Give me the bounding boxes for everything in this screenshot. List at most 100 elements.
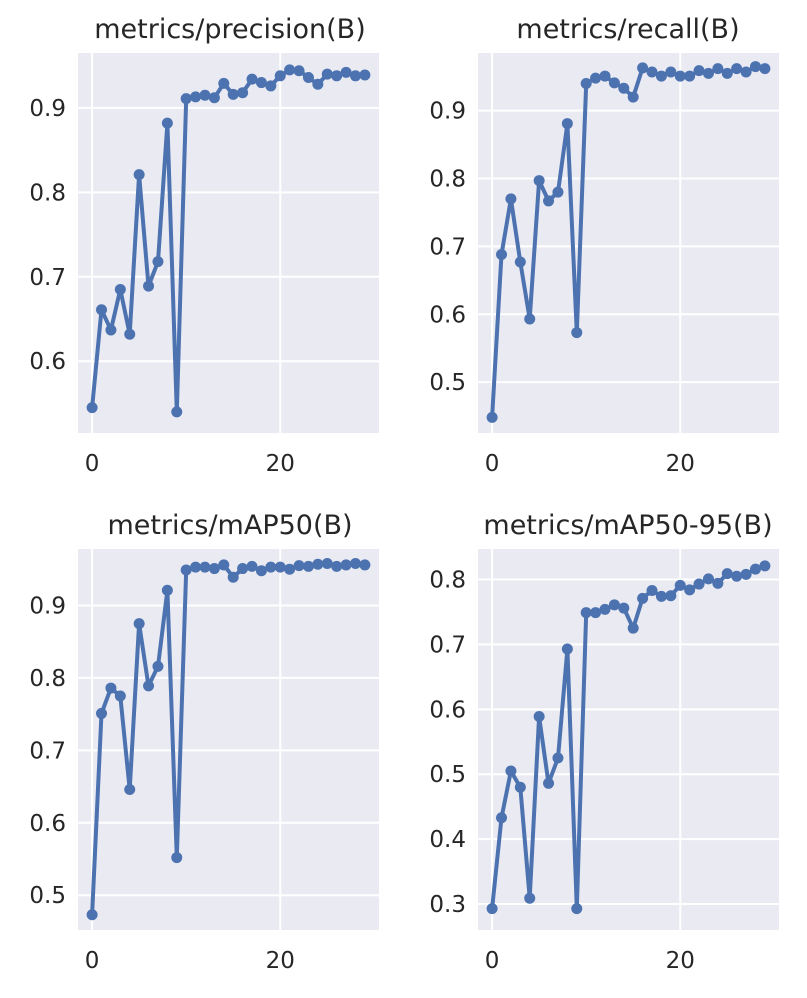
data-point xyxy=(86,909,98,921)
data-point xyxy=(702,573,714,585)
y-tick-label: 0.9 xyxy=(29,96,66,122)
y-tick-label: 0.8 xyxy=(429,568,466,594)
data-point xyxy=(124,783,136,795)
data-point xyxy=(321,557,333,569)
data-point xyxy=(608,599,620,611)
data-point xyxy=(199,561,211,573)
chart-precision: 0.6 0.7 0.8 0.9 0 20 metrics/precision(B) xyxy=(29,14,379,477)
data-point xyxy=(255,77,267,89)
data-point xyxy=(505,193,517,205)
y-tick-label: 0.7 xyxy=(29,265,66,291)
data-point xyxy=(571,903,583,915)
data-point xyxy=(340,559,352,571)
data-point xyxy=(237,563,249,575)
data-point xyxy=(590,607,602,619)
data-point xyxy=(655,70,667,82)
data-point xyxy=(599,603,611,615)
y-tick-label: 0.4 xyxy=(429,827,466,853)
y-tick-label: 0.5 xyxy=(429,762,466,788)
chart-map50: 0.5 0.6 0.7 0.8 0.9 0 20 metrics/mAP50(B) xyxy=(29,510,379,974)
data-point xyxy=(514,256,526,268)
data-point xyxy=(143,280,155,292)
data-point xyxy=(684,70,696,82)
x-tick-label: 0 xyxy=(485,451,500,477)
y-tick-label: 0.9 xyxy=(429,99,466,125)
data-point xyxy=(96,304,108,316)
data-point xyxy=(302,560,314,572)
data-point xyxy=(359,559,371,571)
data-point xyxy=(180,564,192,576)
data-point xyxy=(255,565,267,577)
chart-map50-95: 0.3 0.4 0.5 0.6 0.7 0.8 0 20 metrics/mAP50-95(B) xyxy=(429,510,779,974)
data-point xyxy=(331,70,343,82)
data-point xyxy=(302,71,314,83)
plot-area xyxy=(478,53,779,433)
chart-title: metrics/mAP50(B) xyxy=(107,510,352,541)
data-point xyxy=(143,680,155,692)
chart-title: metrics/precision(B) xyxy=(94,14,366,45)
data-point xyxy=(524,313,536,325)
data-point xyxy=(637,62,649,74)
data-point xyxy=(571,327,583,339)
data-point xyxy=(199,89,211,101)
data-point xyxy=(265,80,277,92)
data-point xyxy=(590,72,602,84)
data-point xyxy=(284,64,296,76)
data-point xyxy=(246,73,258,85)
data-point xyxy=(312,558,324,570)
data-point xyxy=(86,402,98,414)
data-point xyxy=(580,78,592,90)
data-point xyxy=(265,561,277,573)
data-point xyxy=(180,93,192,105)
data-point xyxy=(712,63,724,75)
data-point xyxy=(646,66,658,78)
y-tick-label: 0.8 xyxy=(29,666,66,692)
data-point xyxy=(105,324,117,336)
data-point xyxy=(514,781,526,793)
data-point xyxy=(496,812,508,824)
data-point xyxy=(340,66,352,78)
data-point xyxy=(749,61,761,73)
data-point xyxy=(218,77,230,89)
data-point xyxy=(674,70,686,82)
data-point xyxy=(731,63,743,75)
data-point xyxy=(227,571,239,583)
data-point xyxy=(655,590,667,602)
data-point xyxy=(274,561,286,573)
y-tick-label: 0.7 xyxy=(29,738,66,764)
data-point xyxy=(627,91,639,103)
data-point xyxy=(331,560,343,572)
data-point xyxy=(740,66,752,78)
y-tick-label: 0.5 xyxy=(429,370,466,396)
data-point xyxy=(665,590,677,602)
data-point xyxy=(486,903,498,915)
y-tick-label: 0.3 xyxy=(429,892,466,918)
data-point xyxy=(712,577,724,589)
data-point xyxy=(618,82,630,94)
data-point xyxy=(552,752,564,764)
data-point xyxy=(749,563,761,575)
data-point xyxy=(561,118,573,130)
y-tick-label: 0.6 xyxy=(429,697,466,723)
chart-title: metrics/recall(B) xyxy=(516,14,739,45)
data-point xyxy=(561,643,573,655)
x-tick-label: 20 xyxy=(266,948,295,974)
data-point xyxy=(190,91,202,103)
y-tick-label: 0.6 xyxy=(429,302,466,328)
x-tick-label: 0 xyxy=(85,451,100,477)
data-point xyxy=(349,70,361,82)
data-point xyxy=(274,70,286,82)
data-point xyxy=(284,563,296,575)
data-point xyxy=(246,560,258,572)
data-point xyxy=(218,559,230,571)
y-tick-label: 0.5 xyxy=(29,883,66,909)
data-point xyxy=(105,682,117,694)
data-point xyxy=(161,584,173,596)
data-point xyxy=(637,592,649,604)
y-tick-label: 0.9 xyxy=(29,593,66,619)
data-point xyxy=(208,92,220,104)
data-point xyxy=(496,249,508,261)
data-point xyxy=(96,707,108,719)
data-point xyxy=(227,88,239,100)
